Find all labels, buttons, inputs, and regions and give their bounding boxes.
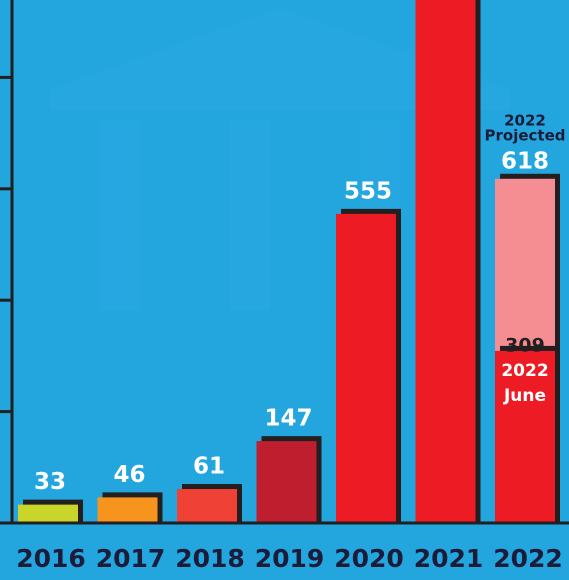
chart: 2016 33 2017 46 2018 61 2019 147 2020 555 2021 2022… <box>0 0 569 576</box>
bar <box>98 497 158 523</box>
bar <box>416 0 476 523</box>
x-tick-label: 2022 <box>493 544 563 573</box>
series-label: 2022 <box>501 361 548 381</box>
series-label: Projected <box>485 126 566 144</box>
value-label: 33 <box>34 469 66 495</box>
value-label: 618 <box>501 148 549 174</box>
bar <box>257 441 317 523</box>
page: 2016 33 2017 46 2018 61 2019 147 2020 555 2021 2022… <box>0 0 569 576</box>
x-tick-label: 2020 <box>334 544 404 573</box>
series-label: June <box>503 386 546 406</box>
x-tick-label: 2017 <box>96 544 166 573</box>
value-label: 309 <box>505 334 545 356</box>
bar <box>18 505 78 523</box>
x-tick-label: 2019 <box>255 544 325 573</box>
value-label: 147 <box>264 406 312 432</box>
x-tick-label: 2018 <box>175 544 245 573</box>
bar <box>336 214 396 523</box>
value-label: 555 <box>344 178 392 204</box>
x-tick-label: 2021 <box>414 544 484 573</box>
value-label: 61 <box>193 454 225 480</box>
x-tick-label: 2016 <box>16 544 86 573</box>
bar <box>177 489 237 523</box>
value-label: 46 <box>113 462 145 488</box>
